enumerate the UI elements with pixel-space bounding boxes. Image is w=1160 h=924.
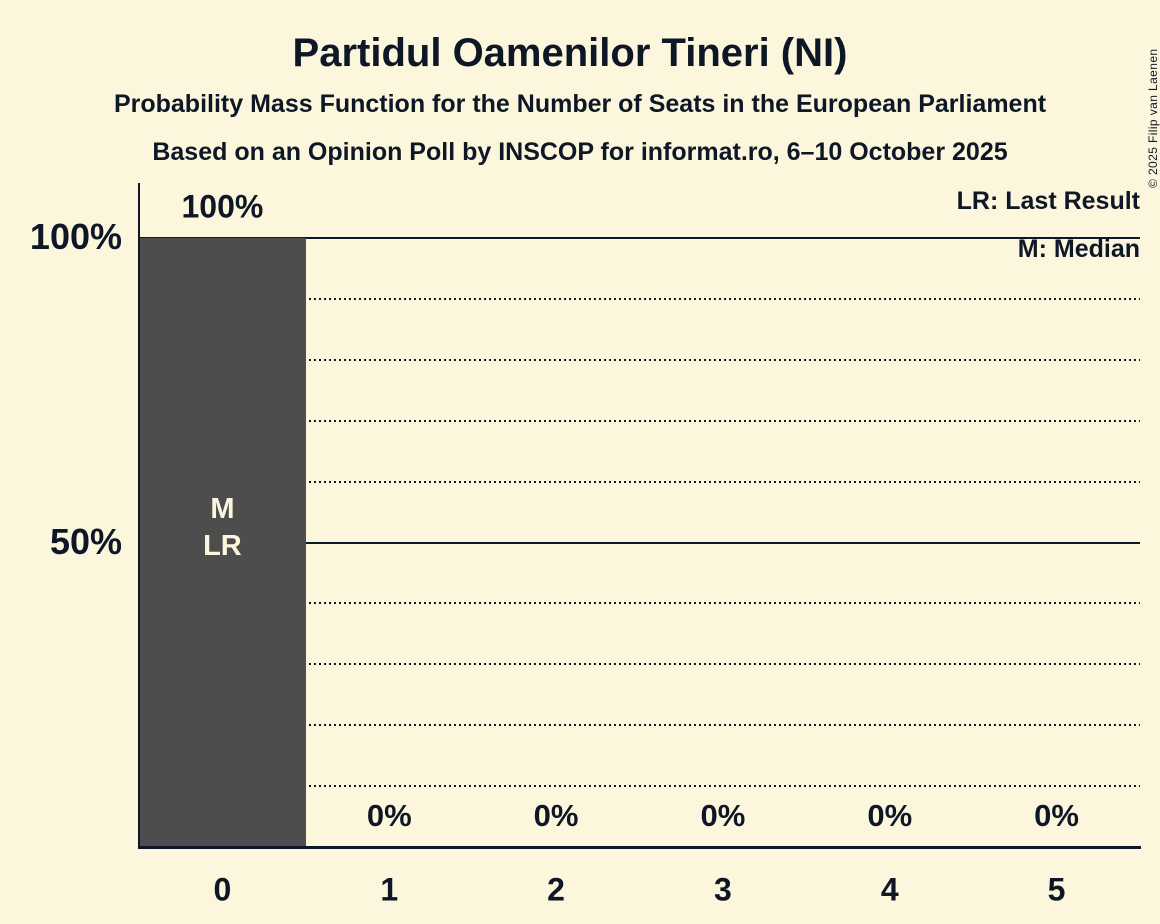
- x-tick-label: 4: [880, 871, 899, 908]
- gridline-dotted: [139, 602, 1140, 605]
- gridline-solid: [139, 541, 1140, 544]
- x-tick-label: 2: [547, 871, 565, 908]
- x-axis-line: [138, 846, 1141, 849]
- x-tick-label: 3: [714, 871, 732, 908]
- gridline-dotted: [139, 663, 1140, 666]
- gridline-dotted: [139, 480, 1140, 483]
- y-tick-label: 50%: [49, 520, 122, 562]
- legend-item-last-result: LR: Last Result: [956, 187, 1140, 215]
- legend-item-median: M: Median: [1017, 235, 1140, 263]
- gridline-dotted: [139, 297, 1140, 300]
- chart-subtitle: Probability Mass Function for the Number…: [113, 90, 1047, 118]
- bar-seat-0: [139, 238, 306, 847]
- gridline-dotted: [139, 419, 1140, 422]
- gridline-solid: [139, 237, 1140, 239]
- bar-value-label: 0%: [867, 798, 913, 833]
- bar-value-label: 100%: [181, 188, 264, 225]
- gridline-dotted: [139, 785, 1140, 788]
- bar-value-label: 0%: [366, 798, 412, 833]
- x-tick-label: 0: [213, 871, 232, 908]
- chart-title: Partidul Oamenilor Tineri (NI): [292, 31, 848, 75]
- annotation-line: M: [210, 493, 235, 526]
- annotation-line: LR: [203, 530, 242, 563]
- y-tick-label: 100%: [29, 216, 122, 257]
- bar-value-label: 0%: [700, 798, 746, 833]
- gridline-dotted: [139, 358, 1140, 361]
- chart-note: Based on an Opinion Poll by INSCOP for i…: [152, 138, 1008, 166]
- bar-value-label: 0%: [1034, 798, 1079, 833]
- gridline-dotted: [139, 724, 1140, 727]
- x-tick-label: 5: [1047, 871, 1066, 908]
- x-tick-label: 1: [380, 871, 399, 908]
- bar-value-label: 0%: [533, 798, 579, 833]
- y-axis-line: [138, 183, 140, 849]
- copyright-notice: © 2025 Filip van Laenen: [1146, 48, 1160, 188]
- median-last-result-annotation: M LR: [203, 491, 242, 565]
